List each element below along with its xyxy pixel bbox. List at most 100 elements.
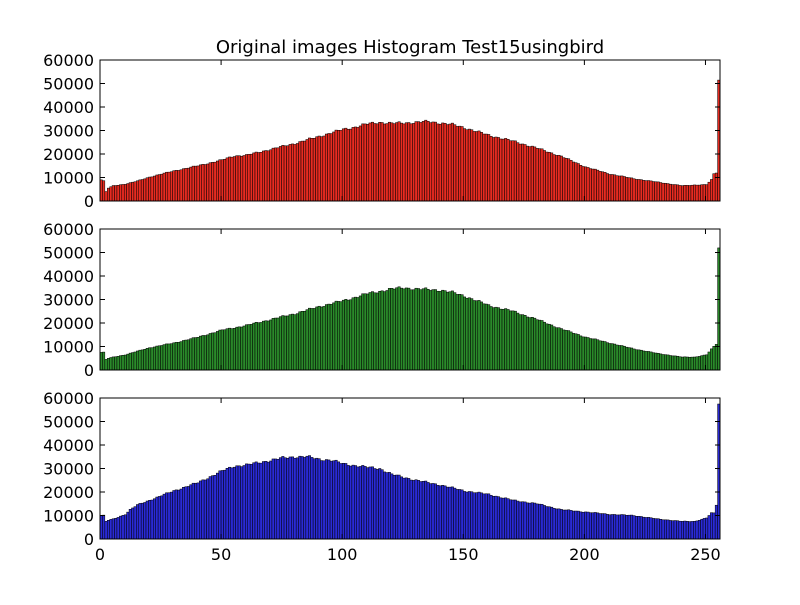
histogram-bar-blue	[613, 514, 617, 540]
histogram-bar-red	[189, 166, 193, 202]
histogram-bar-red	[681, 185, 684, 202]
histogram-bar-blue	[615, 514, 619, 540]
histogram-bar-blue	[191, 482, 195, 540]
histogram-bar-blue	[634, 516, 638, 540]
histogram-bar-red	[380, 122, 384, 202]
histogram-bar-green	[136, 350, 140, 371]
histogram-bar-red	[516, 142, 520, 202]
histogram-bar-green	[148, 347, 152, 371]
histogram-bar-blue	[557, 508, 561, 540]
histogram-bar-blue	[489, 495, 493, 540]
histogram-bar-red	[300, 140, 304, 202]
histogram-bar-red	[259, 152, 263, 202]
histogram-bar-green	[501, 309, 505, 371]
histogram-bar-blue	[354, 465, 357, 540]
histogram-bar-blue	[535, 503, 539, 540]
histogram-bar-red	[109, 186, 113, 202]
histogram-bar-blue	[344, 463, 348, 540]
histogram-bar-blue	[458, 489, 462, 540]
histogram-bar-blue	[322, 460, 326, 540]
histogram-bar-blue	[424, 480, 428, 540]
histogram-bar-blue	[528, 502, 532, 540]
histogram-bar-green	[678, 356, 682, 371]
histogram-bar-green	[177, 342, 181, 371]
histogram-bar-red	[249, 153, 253, 202]
histogram-bar-blue	[312, 458, 316, 540]
histogram-bar-blue	[169, 491, 173, 540]
histogram-bar-green	[676, 355, 680, 371]
histogram-bar-blue	[421, 481, 425, 540]
histogram-bar-green	[615, 344, 619, 371]
histogram-bar-blue	[123, 514, 127, 540]
histogram-bar-green	[278, 316, 282, 371]
histogram-bar-green	[656, 353, 660, 371]
histogram-bar-blue	[286, 458, 290, 540]
histogram-bar-blue	[433, 483, 437, 540]
histogram-bar-blue	[402, 477, 406, 540]
histogram-bar-red	[688, 185, 692, 202]
histogram-bar-blue	[288, 456, 292, 540]
histogram-bar-green	[470, 298, 474, 371]
histogram-bar-blue	[216, 472, 219, 540]
histogram-bar-blue	[346, 465, 350, 540]
histogram-bar-green	[412, 289, 416, 371]
histogram-bar-blue	[576, 510, 580, 540]
x-tick-label: 0	[95, 545, 105, 564]
histogram-bar-green	[693, 356, 697, 371]
histogram-bar-green	[601, 340, 605, 371]
histogram-bar-blue	[291, 456, 294, 540]
histogram-bar-green	[395, 287, 399, 371]
histogram-bar-red	[257, 152, 261, 202]
histogram-bar-red	[278, 146, 282, 202]
histogram-bar-green	[625, 346, 629, 371]
histogram-bar-green	[191, 337, 195, 371]
histogram-bar-green	[397, 286, 401, 371]
histogram-bar-blue	[443, 485, 447, 540]
histogram-bar-green	[450, 290, 454, 371]
histogram-bar-red	[385, 123, 389, 202]
histogram-bar-blue	[707, 515, 711, 540]
histogram-bar-green	[385, 290, 389, 371]
histogram-bar-green	[361, 293, 365, 371]
histogram-bar-green	[671, 355, 675, 371]
histogram-bar-red	[574, 162, 578, 202]
histogram-bar-red	[710, 179, 713, 202]
histogram-bar-green	[402, 288, 406, 371]
histogram-bar-green	[530, 317, 534, 371]
histogram-bar-green	[339, 301, 343, 371]
histogram-bar-blue	[417, 480, 420, 540]
histogram-bar-red	[344, 127, 348, 202]
histogram-bar-green	[300, 311, 304, 371]
y-tick-label: 20000	[43, 483, 94, 502]
histogram-bar-blue	[148, 500, 152, 540]
histogram-bar-red	[111, 185, 115, 202]
histogram-bar-green	[283, 315, 287, 371]
histogram-bar-green	[613, 343, 617, 371]
histogram-bar-blue	[332, 460, 336, 540]
histogram-bar-red	[513, 140, 517, 202]
histogram-bar-blue	[562, 509, 566, 540]
histogram-bar-green	[315, 306, 319, 371]
histogram-bar-green	[220, 329, 224, 371]
histogram-bar-red	[363, 123, 367, 202]
histogram-bar-red	[659, 182, 663, 202]
histogram-bar-red	[186, 167, 190, 202]
histogram-bar-blue	[690, 521, 694, 540]
histogram-bar-green	[184, 339, 188, 371]
histogram-bar-blue	[380, 469, 384, 540]
histogram-bar-red	[383, 123, 387, 202]
histogram-bar-blue	[315, 457, 319, 540]
histogram-bar-red	[262, 150, 265, 202]
histogram-bar-blue	[184, 486, 188, 540]
histogram-bar-green	[305, 309, 309, 371]
histogram-bar-blue	[453, 487, 457, 540]
histogram-bar-blue	[596, 512, 600, 540]
histogram-bar-green	[506, 309, 510, 371]
histogram-bar-green	[143, 349, 147, 371]
histogram-bar-red	[414, 121, 418, 202]
histogram-bar-blue	[538, 503, 542, 540]
histogram-bar-green	[358, 295, 362, 371]
histogram-bar-red	[431, 121, 435, 202]
histogram-bar-blue	[610, 514, 614, 540]
